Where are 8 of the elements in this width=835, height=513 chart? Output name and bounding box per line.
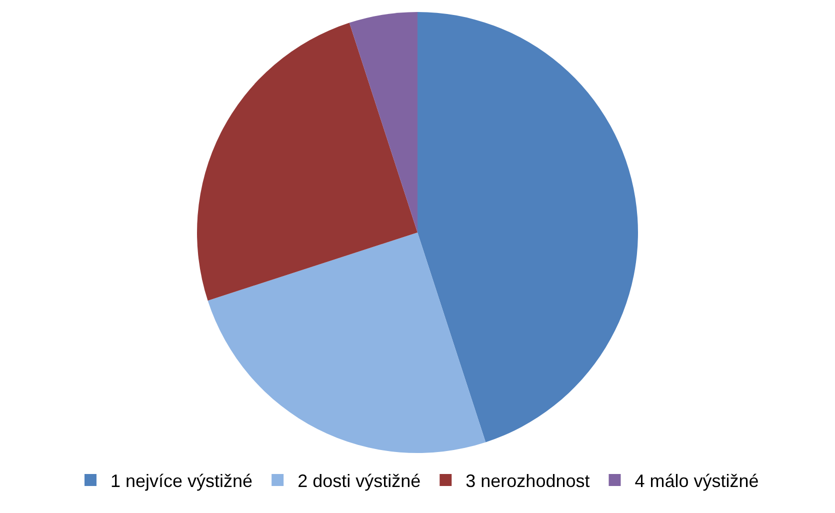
legend-label: 2 dosti výstižné xyxy=(298,471,421,492)
legend-label: 4 málo výstižné xyxy=(634,471,759,492)
legend-label: 3 nerozhodnost xyxy=(466,471,590,492)
legend-label: 1 nejvíce výstižné xyxy=(110,471,253,492)
pie-slice xyxy=(197,22,418,301)
pie-slice xyxy=(349,12,418,232)
pie-slice xyxy=(208,232,486,453)
pie-slice xyxy=(418,12,638,442)
